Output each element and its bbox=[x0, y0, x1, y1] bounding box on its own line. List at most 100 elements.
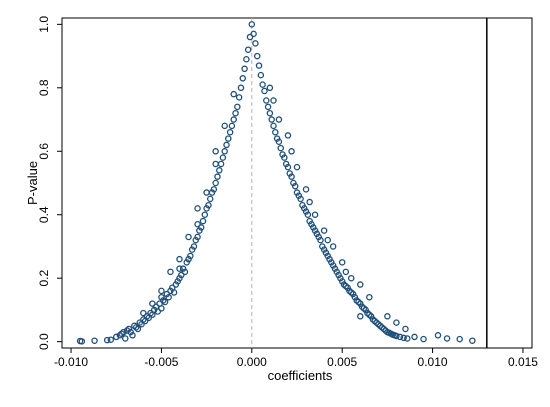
data-point bbox=[239, 75, 247, 82]
data-point bbox=[212, 160, 219, 168]
data-point bbox=[261, 87, 268, 95]
data-point bbox=[185, 233, 192, 241]
data-point bbox=[219, 154, 227, 161]
data-point bbox=[228, 122, 236, 130]
data-point bbox=[158, 287, 165, 295]
data-point bbox=[357, 313, 364, 320]
y-tick-label: 0.4 bbox=[37, 206, 51, 223]
data-point bbox=[205, 201, 212, 209]
data-point bbox=[150, 306, 158, 314]
plot-frame bbox=[61, 17, 533, 349]
data-point bbox=[317, 236, 324, 244]
data-point bbox=[187, 252, 194, 260]
x-tick-label: -0.005 bbox=[144, 355, 178, 369]
data-point bbox=[112, 333, 120, 341]
data-point bbox=[328, 259, 335, 266]
data-point bbox=[337, 274, 344, 282]
data-point bbox=[158, 293, 165, 301]
data-point bbox=[290, 179, 297, 187]
data-point bbox=[293, 163, 301, 171]
y-tick-label: 0.2 bbox=[37, 270, 51, 287]
data-point bbox=[366, 293, 373, 301]
data-point bbox=[163, 290, 171, 298]
data-point bbox=[199, 217, 207, 225]
data-point bbox=[362, 306, 369, 314]
data-point bbox=[282, 160, 290, 168]
data-point bbox=[154, 308, 162, 315]
data-point bbox=[295, 192, 303, 199]
data-point bbox=[203, 189, 210, 196]
data-point bbox=[216, 167, 223, 174]
data-point bbox=[344, 284, 351, 291]
x-axis-ticks: -0.010 -0.005 0.000 0.005 0.010 0.015 bbox=[54, 348, 538, 369]
data-point bbox=[326, 255, 333, 263]
data-point bbox=[248, 21, 256, 28]
data-point bbox=[400, 334, 407, 342]
data-point bbox=[129, 332, 136, 339]
data-point bbox=[293, 189, 301, 196]
x-tick-label: -0.010 bbox=[54, 355, 88, 369]
data-point bbox=[172, 281, 180, 288]
data-point bbox=[217, 160, 225, 168]
data-point bbox=[103, 336, 111, 344]
data-point bbox=[315, 233, 322, 241]
data-point bbox=[411, 333, 418, 341]
data-point bbox=[178, 271, 185, 279]
x-axis-label: coefficients bbox=[268, 368, 333, 383]
x-tick-label: 0.000 bbox=[237, 355, 267, 369]
data-point bbox=[225, 135, 232, 142]
data-point bbox=[221, 122, 228, 130]
data-point bbox=[338, 259, 346, 266]
data-point bbox=[91, 337, 98, 344]
x-tick-label: 0.005 bbox=[327, 355, 357, 369]
data-point bbox=[275, 138, 283, 145]
data-point bbox=[299, 201, 306, 209]
data-point bbox=[196, 227, 203, 234]
y-axis-label: P-value bbox=[25, 161, 40, 205]
data-point bbox=[120, 328, 127, 336]
data-point bbox=[311, 211, 319, 218]
data-point bbox=[264, 103, 272, 111]
data-point bbox=[212, 148, 219, 155]
data-point bbox=[210, 186, 218, 193]
data-point bbox=[331, 265, 339, 272]
data-point bbox=[234, 103, 241, 111]
data-point bbox=[279, 151, 286, 158]
data-point bbox=[456, 335, 463, 343]
data-point bbox=[252, 40, 259, 47]
data-point bbox=[221, 148, 228, 155]
data-point bbox=[201, 211, 209, 218]
data-point bbox=[351, 293, 359, 301]
x-tick-label: 0.010 bbox=[418, 355, 448, 369]
data-point bbox=[367, 313, 375, 320]
data-point bbox=[347, 274, 355, 282]
data-point bbox=[306, 217, 313, 225]
data-point bbox=[393, 332, 400, 340]
data-point bbox=[281, 154, 288, 161]
data-point bbox=[158, 305, 165, 312]
data-point bbox=[329, 243, 337, 250]
data-point bbox=[266, 84, 274, 92]
data-point bbox=[342, 268, 350, 276]
scatter-points bbox=[76, 21, 476, 345]
data-point bbox=[255, 62, 263, 69]
data-point bbox=[313, 230, 321, 238]
data-point bbox=[310, 224, 317, 231]
data-point bbox=[302, 186, 310, 193]
data-point bbox=[194, 205, 201, 212]
data-point bbox=[185, 255, 192, 263]
data-point bbox=[230, 116, 237, 123]
data-point bbox=[257, 71, 265, 79]
data-point bbox=[259, 81, 266, 88]
data-point bbox=[284, 163, 292, 171]
data-point bbox=[235, 94, 243, 101]
y-tick-label: 0.0 bbox=[37, 333, 51, 350]
data-point bbox=[286, 170, 294, 177]
y-tick-label: 1.0 bbox=[37, 16, 51, 33]
data-point bbox=[357, 281, 364, 288]
reference-lines bbox=[251, 18, 488, 348]
data-point bbox=[324, 252, 331, 260]
data-point bbox=[273, 135, 281, 142]
data-point bbox=[78, 338, 86, 345]
data-point bbox=[404, 335, 411, 342]
